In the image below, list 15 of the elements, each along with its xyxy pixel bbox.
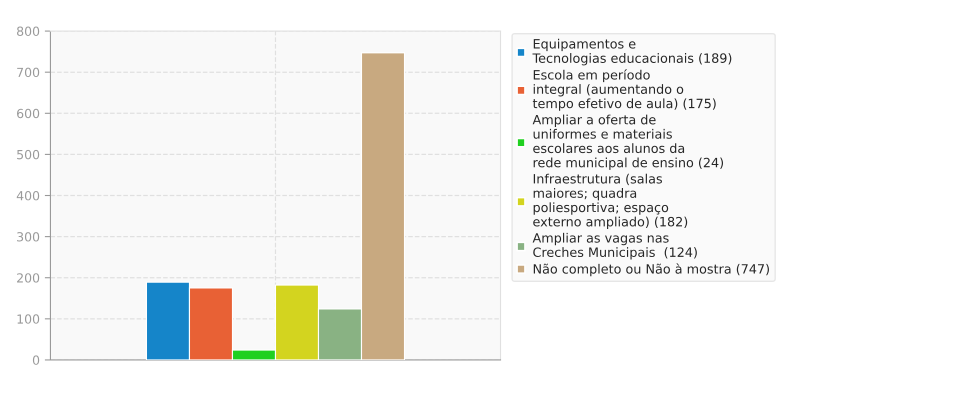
y-tick-label: 700	[17, 68, 40, 78]
legend-label: Infraestrutura (salas maiores; quadra poliesportiva; espaço externo ampliado) (182)	[533, 174, 688, 229]
legend-label: Ampliar as vagas nas Creches Municipais (124)	[532, 232, 697, 260]
y-tick-label: 800	[17, 26, 40, 36]
y-tick-label: 200	[17, 273, 40, 283]
y-tick-label: 0	[32, 355, 40, 365]
legend-label: Equipamentos e Tecnologias educacionais (189)	[532, 38, 732, 66]
y-tick-label: 500	[17, 150, 40, 160]
y-tick-label: 400	[16, 190, 40, 200]
y-tick-label: 100	[18, 314, 40, 324]
y-tick-label: 300	[17, 232, 40, 242]
legend-label: Escola em período integral (aumentando o tempo efetivo de aula) (175)	[532, 69, 716, 111]
legend-label: Ampliar a oferta de uniformes e materiais escolares aos alunos da rede municipal de ensino (24)	[532, 114, 724, 170]
y-tick-label: 600	[17, 108, 40, 118]
legend-label: Não completo ou Não à mostra (747)	[534, 263, 769, 276]
